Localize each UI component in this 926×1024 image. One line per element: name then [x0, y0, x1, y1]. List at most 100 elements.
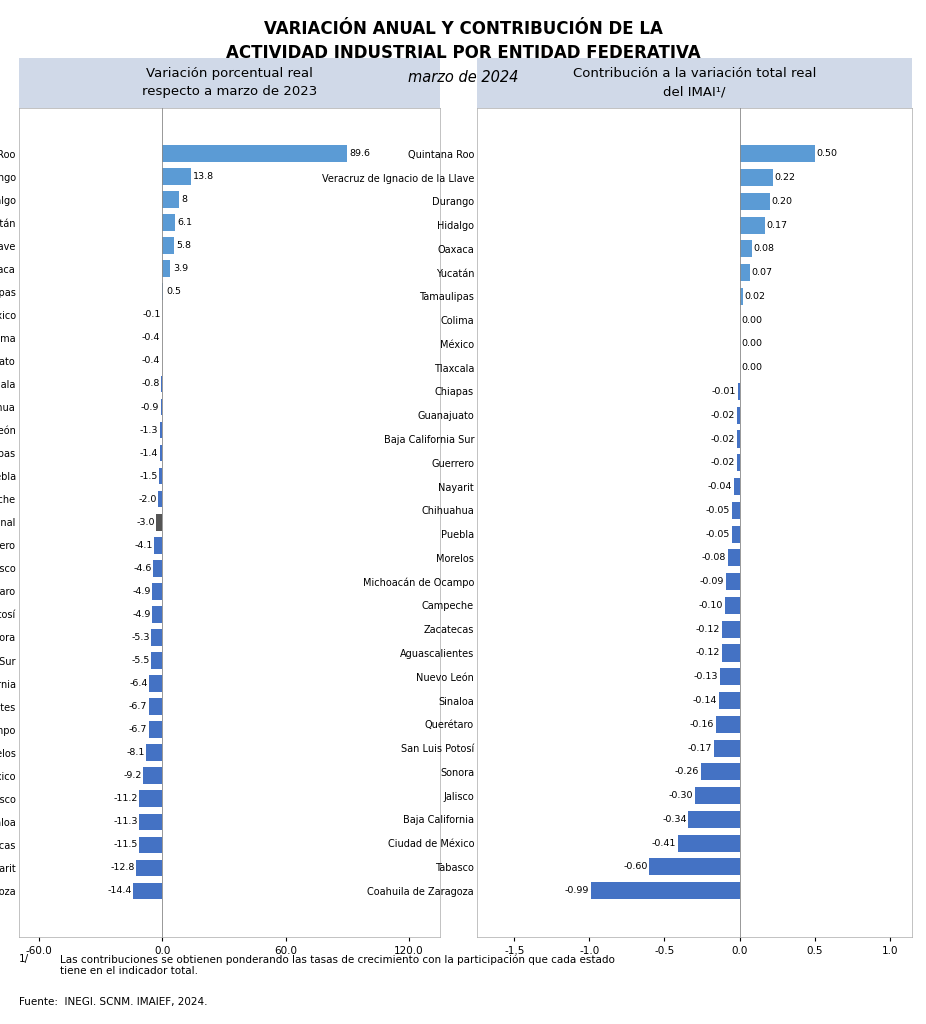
Text: -0.04: -0.04 — [707, 482, 732, 492]
Text: -4.9: -4.9 — [132, 587, 151, 596]
Text: 0.20: 0.20 — [771, 197, 793, 206]
Bar — [740, 145, 815, 163]
Text: 13.8: 13.8 — [194, 172, 214, 181]
Bar — [159, 422, 162, 438]
Text: -12.8: -12.8 — [110, 863, 135, 872]
Bar — [649, 858, 740, 876]
Text: -0.41: -0.41 — [652, 839, 676, 848]
Bar — [732, 525, 740, 543]
Bar — [162, 191, 179, 208]
Text: 0.50: 0.50 — [817, 150, 837, 159]
Text: -4.6: -4.6 — [133, 564, 152, 572]
Text: -0.14: -0.14 — [693, 696, 717, 706]
Bar — [732, 502, 740, 519]
Text: 5.8: 5.8 — [177, 242, 192, 250]
Bar — [162, 168, 191, 185]
Bar — [740, 169, 772, 186]
Text: Contribución a la variación total real
del IMAI¹/: Contribución a la variación total real d… — [573, 68, 816, 98]
Text: -0.16: -0.16 — [689, 720, 714, 729]
Bar — [716, 716, 740, 733]
Bar — [159, 468, 162, 484]
Bar — [152, 583, 162, 600]
Bar — [736, 430, 740, 447]
Bar — [719, 692, 740, 709]
Bar — [136, 859, 162, 877]
Bar — [139, 837, 162, 853]
Text: Fuente:  INEGI. SCNM. IMAIEF, 2024.: Fuente: INEGI. SCNM. IMAIEF, 2024. — [19, 997, 207, 1008]
Bar — [148, 721, 162, 738]
Text: -0.9: -0.9 — [141, 402, 159, 412]
Text: 0.02: 0.02 — [745, 292, 765, 301]
Text: -0.4: -0.4 — [142, 334, 160, 342]
Bar — [740, 241, 752, 257]
Bar — [139, 813, 162, 830]
Bar — [726, 573, 740, 590]
Bar — [148, 698, 162, 715]
Bar — [161, 376, 162, 392]
Text: 3.9: 3.9 — [173, 264, 188, 273]
Text: 0.17: 0.17 — [767, 220, 788, 229]
Text: -1.3: -1.3 — [140, 426, 158, 434]
Bar — [144, 767, 162, 784]
Bar — [694, 787, 740, 804]
Text: -0.08: -0.08 — [701, 553, 726, 562]
Bar — [714, 739, 740, 757]
Text: -0.02: -0.02 — [710, 411, 734, 420]
Bar — [728, 549, 740, 566]
Bar — [162, 214, 175, 231]
Text: -1.4: -1.4 — [140, 449, 158, 458]
Bar — [740, 193, 770, 210]
Bar — [740, 288, 743, 305]
Bar — [140, 791, 162, 807]
Text: -5.3: -5.3 — [131, 633, 150, 642]
Text: Variación porcentual real
respecto a marzo de 2023: Variación porcentual real respecto a mar… — [142, 68, 317, 98]
Bar — [162, 238, 174, 254]
Text: -4.9: -4.9 — [132, 610, 151, 618]
Text: -6.7: -6.7 — [129, 702, 147, 711]
Bar — [162, 145, 346, 162]
Text: -0.12: -0.12 — [695, 625, 720, 634]
Text: -11.5: -11.5 — [113, 841, 138, 849]
Text: -6.7: -6.7 — [129, 725, 147, 734]
Bar — [733, 478, 740, 496]
Text: -2.0: -2.0 — [139, 495, 157, 504]
Text: -0.01: -0.01 — [712, 387, 736, 396]
Text: -0.60: -0.60 — [623, 862, 647, 871]
Text: -0.26: -0.26 — [674, 767, 699, 776]
Text: -3.0: -3.0 — [136, 518, 155, 526]
Text: 0.00: 0.00 — [742, 364, 762, 373]
Text: -11.2: -11.2 — [114, 795, 138, 803]
Bar — [736, 455, 740, 471]
Bar — [591, 882, 740, 899]
Text: -0.05: -0.05 — [706, 529, 731, 539]
Text: 0.07: 0.07 — [752, 268, 773, 278]
Bar — [154, 537, 162, 554]
Bar — [152, 606, 162, 623]
Bar — [678, 835, 740, 852]
Text: -0.34: -0.34 — [662, 815, 687, 824]
Bar — [149, 675, 162, 692]
Bar — [158, 490, 162, 508]
Text: Las contribuciones se obtienen ponderando las tasas de crecimiento con la partic: Las contribuciones se obtienen ponderand… — [60, 954, 615, 977]
Text: -4.1: -4.1 — [134, 541, 153, 550]
Text: 8: 8 — [181, 196, 187, 204]
Text: marzo de 2024: marzo de 2024 — [407, 70, 519, 85]
Text: ACTIVIDAD INDUSTRIAL POR ENTIDAD FEDERATIVA: ACTIVIDAD INDUSTRIAL POR ENTIDAD FEDERAT… — [226, 44, 700, 62]
Text: -0.05: -0.05 — [706, 506, 731, 515]
Text: 0.08: 0.08 — [754, 245, 774, 253]
Bar — [162, 260, 170, 278]
Text: 0.00: 0.00 — [742, 339, 762, 348]
Bar — [156, 514, 162, 530]
Bar — [159, 444, 162, 462]
Bar — [721, 621, 740, 638]
Bar — [152, 629, 162, 646]
Text: -1.5: -1.5 — [140, 472, 158, 480]
Bar — [740, 216, 765, 233]
Text: -9.2: -9.2 — [124, 771, 143, 780]
Text: -14.4: -14.4 — [107, 887, 131, 895]
Text: -0.4: -0.4 — [142, 356, 160, 366]
Bar — [740, 264, 750, 282]
Bar — [738, 383, 740, 400]
Bar — [720, 669, 740, 685]
Text: 6.1: 6.1 — [178, 218, 193, 227]
